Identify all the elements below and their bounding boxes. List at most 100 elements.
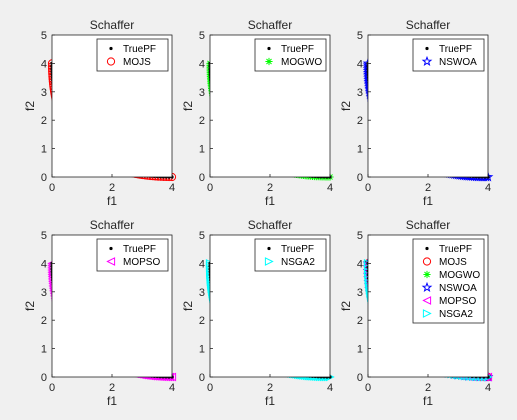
legend-entry-mojs: MOJS xyxy=(106,57,151,68)
y-tick-label: 1 xyxy=(41,144,47,156)
y-tick-label: 3 xyxy=(357,87,363,99)
x-tick-label: 4 xyxy=(327,382,333,394)
legend-marker xyxy=(265,57,273,66)
x-tick-label: 0 xyxy=(365,182,371,194)
legend-label: TruePF xyxy=(439,44,472,55)
y-tick-label: 4 xyxy=(199,258,205,270)
y-tick-label: 3 xyxy=(357,287,363,299)
legend-label: NSWOA xyxy=(439,283,477,294)
y-tick-label: 0 xyxy=(357,372,363,384)
x-axis-label: f1 xyxy=(265,394,275,408)
y-tick-label: 3 xyxy=(199,87,205,99)
legend-label: MOJS xyxy=(439,257,467,268)
y-tick-label: 0 xyxy=(199,172,205,184)
legend-entry-mopso: MOPSO xyxy=(106,257,160,268)
y-tick-label: 5 xyxy=(357,230,363,242)
legend-label: NSWOA xyxy=(439,57,477,68)
legend-marker xyxy=(422,296,432,305)
legend-entry-mojs: MOJS xyxy=(422,257,467,268)
legend-entry-truepf: TruePF xyxy=(109,244,156,255)
legend-entry-truepf: TruePF xyxy=(425,244,472,255)
legend-entry-truepf: TruePF xyxy=(267,44,314,55)
y-tick-label: 2 xyxy=(199,315,205,327)
x-tick-label: 2 xyxy=(109,182,115,194)
y-tick-label: 4 xyxy=(357,58,363,70)
y-tick-label: 1 xyxy=(357,344,363,356)
y-tick-label: 4 xyxy=(41,58,47,70)
legend-marker xyxy=(106,57,116,66)
y-tick-label: 2 xyxy=(199,115,205,127)
y-tick-label: 1 xyxy=(199,144,205,156)
subplot-1: 0 2 4 0 1 2 3 4 5 Schaffer f1 f2 TruePF MOJS xyxy=(23,18,177,208)
legend: TruePF MOGWO xyxy=(254,38,327,72)
y-tick-label: 4 xyxy=(41,258,47,270)
x-tick-label: 2 xyxy=(267,182,273,194)
legend-marker xyxy=(267,46,271,51)
x-tick-label: 0 xyxy=(365,382,371,394)
x-tick-label: 4 xyxy=(485,182,491,194)
x-tick-label: 0 xyxy=(207,382,213,394)
y-tick-label: 3 xyxy=(199,287,205,299)
y-tick-label: 2 xyxy=(357,115,363,127)
subplot-title: Schaffer xyxy=(406,218,450,232)
legend: TruePF NSWOA xyxy=(412,38,485,72)
legend-box xyxy=(96,38,169,72)
legend-box xyxy=(412,38,485,72)
legend: TruePF NSGA2 xyxy=(254,238,327,272)
x-tick-label: 2 xyxy=(267,382,273,394)
y-tick-label: 0 xyxy=(41,172,47,184)
y-tick-label: 1 xyxy=(357,144,363,156)
subplot-5: 0 2 4 0 1 2 3 4 5 Schaffer f1 f2 TruePF NSGA2 xyxy=(181,218,335,408)
legend-entry-nswoa: NSWOA xyxy=(421,55,477,68)
legend-entry-truepf: TruePF xyxy=(425,44,472,55)
legend-label: NSGA2 xyxy=(439,309,473,320)
subplot-title: Schaffer xyxy=(248,18,292,32)
y-tick-label: 5 xyxy=(199,30,205,42)
y-tick-label: 0 xyxy=(199,372,205,384)
y-axis-label: f2 xyxy=(23,101,37,111)
x-tick-label: 0 xyxy=(49,382,55,394)
x-axis-label: f1 xyxy=(423,194,433,208)
legend-box xyxy=(412,238,485,324)
legend-marker xyxy=(425,46,429,51)
y-tick-label: 2 xyxy=(41,115,47,127)
legend-marker xyxy=(109,246,113,251)
legend: TruePF MOPSO xyxy=(96,238,169,272)
legend: TruePF MOJS MOGWO NSWOA MOPSO NSGA2 xyxy=(412,238,485,324)
y-tick-label: 1 xyxy=(41,344,47,356)
legend-marker xyxy=(421,281,433,293)
y-axis-label: f2 xyxy=(181,301,195,311)
x-axis-label: f1 xyxy=(107,194,117,208)
x-tick-label: 4 xyxy=(169,382,175,394)
legend-entry-mogwo: MOGWO xyxy=(265,57,322,68)
x-tick-label: 2 xyxy=(109,382,115,394)
legend-label: TruePF xyxy=(123,44,156,55)
y-tick-label: 3 xyxy=(41,87,47,99)
subplot-4: 0 2 4 0 1 2 3 4 5 Schaffer f1 f2 TruePF MOPSO xyxy=(23,218,177,408)
y-tick-label: 5 xyxy=(199,230,205,242)
x-tick-label: 4 xyxy=(169,182,175,194)
legend-entry-mogwo: MOGWO xyxy=(423,270,480,281)
x-tick-label: 2 xyxy=(425,182,431,194)
legend-label: MOGWO xyxy=(439,270,480,281)
legend-entry-nswoa: NSWOA xyxy=(421,281,477,294)
y-tick-label: 3 xyxy=(41,287,47,299)
x-axis-label: f1 xyxy=(107,394,117,408)
legend-marker xyxy=(106,257,116,266)
legend-entry-truepf: TruePF xyxy=(109,44,156,55)
legend: TruePF MOJS xyxy=(96,38,169,72)
x-tick-label: 0 xyxy=(49,182,55,194)
legend-entry-mopso: MOPSO xyxy=(422,296,476,307)
y-tick-label: 4 xyxy=(357,258,363,270)
legend-box xyxy=(254,38,327,72)
legend-label: MOPSO xyxy=(123,257,160,268)
subplot-2: 0 2 4 0 1 2 3 4 5 Schaffer f1 f2 TruePF MOGWO xyxy=(181,18,334,208)
y-tick-label: 5 xyxy=(41,230,47,242)
y-tick-label: 4 xyxy=(199,58,205,70)
subplot-title: Schaffer xyxy=(90,18,134,32)
legend-label: TruePF xyxy=(439,244,472,255)
subplot-title: Schaffer xyxy=(406,18,450,32)
legend-label: TruePF xyxy=(281,44,314,55)
x-axis-label: f1 xyxy=(423,394,433,408)
